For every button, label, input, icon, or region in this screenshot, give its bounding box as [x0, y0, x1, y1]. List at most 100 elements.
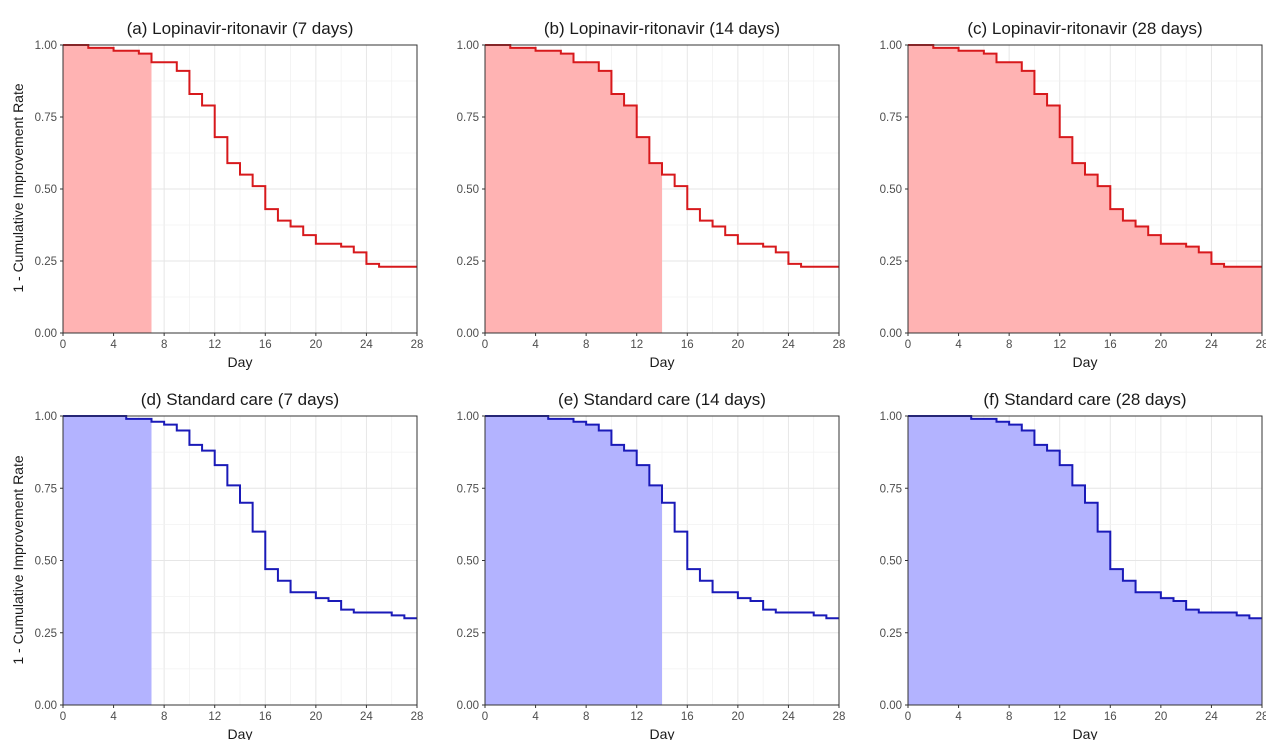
y-tick-label: 0.75	[457, 483, 479, 495]
y-tick-label: 0.50	[35, 556, 57, 568]
x-axis-title: Day	[650, 354, 675, 370]
survival-step-line	[908, 415, 1262, 620]
y-tick-label: 0.75	[457, 112, 479, 124]
panel-title: (b) Lopinavir-ritonavir (14 days)	[544, 19, 780, 38]
y-tick-label: 0.50	[880, 556, 902, 568]
y-axis-title-top-row: 1 - Cumulative Improvement Rate	[10, 83, 26, 293]
x-tick-label: 8	[161, 339, 167, 351]
y-tick-label: 1.00	[35, 40, 57, 52]
x-tick-label: 24	[782, 339, 795, 351]
y-tick-label: 1.00	[35, 411, 57, 423]
shaded-area	[63, 416, 152, 705]
x-tick-label: 16	[1104, 711, 1117, 723]
x-tick-label: 8	[161, 711, 167, 723]
x-tick-label: 4	[532, 339, 539, 351]
x-tick-label: 28	[1256, 339, 1266, 351]
y-tick-label: 0.50	[457, 556, 479, 568]
y-tick-label: 0.75	[880, 112, 902, 124]
y-tick-label: 0.00	[457, 700, 479, 712]
x-tick-label: 16	[681, 339, 694, 351]
y-tick-label: 0.50	[457, 184, 479, 196]
x-tick-label: 20	[309, 711, 322, 723]
x-tick-label: 4	[955, 711, 962, 723]
y-tick-label: 0.00	[457, 328, 479, 340]
panel-3: 0 4 8 12 16 20 24 28 0.00 0.25 0.50 0.75 1.00 (c) Lop…	[880, 19, 1266, 370]
y-tick-label: 0.25	[457, 256, 479, 268]
panel-title: (a) Lopinavir-ritonavir (7 days)	[127, 19, 354, 38]
x-tick-label: 12	[1053, 339, 1066, 351]
panel-title: (e) Standard care (14 days)	[558, 390, 766, 409]
x-axis-title: Day	[1073, 354, 1098, 370]
y-tick-label: 0.00	[35, 328, 57, 340]
x-tick-label: 12	[208, 711, 221, 723]
x-axis-title: Day	[228, 726, 253, 740]
x-tick-label: 20	[309, 339, 322, 351]
x-tick-label: 12	[630, 711, 643, 723]
x-tick-label: 8	[583, 711, 589, 723]
x-tick-label: 0	[60, 711, 66, 723]
x-axis-title: Day	[1073, 726, 1098, 740]
y-tick-label: 0.25	[457, 628, 479, 640]
x-tick-label: 8	[1006, 711, 1012, 723]
x-tick-label: 24	[360, 711, 373, 723]
shaded-area	[63, 45, 152, 333]
x-tick-label: 0	[60, 339, 66, 351]
y-tick-label: 0.00	[880, 328, 902, 340]
x-tick-label: 0	[482, 339, 488, 351]
x-tick-label: 28	[411, 711, 424, 723]
y-tick-label: 1.00	[457, 40, 479, 52]
x-tick-label: 20	[731, 711, 744, 723]
x-tick-label: 12	[1053, 711, 1066, 723]
survival-step-line	[485, 415, 839, 620]
x-tick-label: 12	[208, 339, 221, 351]
y-tick-label: 0.25	[880, 256, 902, 268]
shaded-area	[908, 416, 1262, 705]
panel-title: (c) Lopinavir-ritonavir (28 days)	[967, 19, 1202, 38]
panel-grid: 0 4 8 12 16 20 24 28 0.00 0.25 0.50 0.75 1.00 (a) Lop…	[35, 19, 1266, 740]
panel-1: 0 4 8 12 16 20 24 28 0.00 0.25 0.50 0.75 1.00 (a) Lop…	[35, 19, 424, 370]
panel-2: 0 4 8 12 16 20 24 28 0.00 0.25 0.50 0.75 1.00 (b) Lop…	[457, 19, 846, 370]
x-axis-title: Day	[650, 726, 675, 740]
panel-title: (d) Standard care (7 days)	[141, 390, 339, 409]
x-tick-label: 0	[905, 339, 911, 351]
y-tick-label: 0.75	[35, 112, 57, 124]
shaded-area	[908, 45, 1262, 333]
x-tick-label: 20	[731, 339, 744, 351]
x-tick-label: 4	[110, 339, 117, 351]
x-tick-label: 28	[833, 711, 846, 723]
survival-step-line	[908, 44, 1262, 268]
x-tick-label: 4	[110, 711, 117, 723]
x-axis-title: Day	[228, 354, 253, 370]
survival-step-line	[63, 415, 417, 620]
panel-5: 0 4 8 12 16 20 24 28 0.00 0.25 0.50 0.75 1.00 (e) Sta…	[457, 390, 846, 740]
x-tick-label: 8	[1006, 339, 1012, 351]
y-tick-label: 0.00	[35, 700, 57, 712]
x-tick-label: 0	[482, 711, 488, 723]
x-tick-label: 16	[681, 711, 694, 723]
x-tick-label: 12	[630, 339, 643, 351]
y-tick-label: 0.50	[880, 184, 902, 196]
x-tick-label: 20	[1154, 339, 1167, 351]
x-tick-label: 16	[259, 711, 272, 723]
y-tick-label: 0.25	[35, 256, 57, 268]
y-tick-label: 0.75	[880, 483, 902, 495]
survival-step-line	[485, 44, 839, 268]
y-axis-title-bottom-row: 1 - Cumulative Improvement Rate	[10, 455, 26, 665]
x-tick-label: 28	[411, 339, 424, 351]
x-tick-label: 16	[1104, 339, 1117, 351]
shaded-area	[485, 416, 662, 705]
x-tick-label: 28	[1256, 711, 1266, 723]
panel-6: 0 4 8 12 16 20 24 28 0.00 0.25 0.50 0.75 1.00 (f) Sta…	[880, 390, 1266, 740]
panel-title: (f) Standard care (28 days)	[983, 390, 1186, 409]
x-tick-label: 24	[1205, 711, 1218, 723]
shaded-area	[485, 45, 662, 333]
panel-4: 0 4 8 12 16 20 24 28 0.00 0.25 0.50 0.75 1.00 (d) Sta…	[35, 390, 424, 740]
y-tick-label: 1.00	[880, 411, 902, 423]
x-tick-label: 0	[905, 711, 911, 723]
x-tick-label: 4	[532, 711, 539, 723]
y-tick-label: 0.50	[35, 184, 57, 196]
y-tick-label: 1.00	[880, 40, 902, 52]
y-tick-label: 0.00	[880, 700, 902, 712]
x-tick-label: 8	[583, 339, 589, 351]
